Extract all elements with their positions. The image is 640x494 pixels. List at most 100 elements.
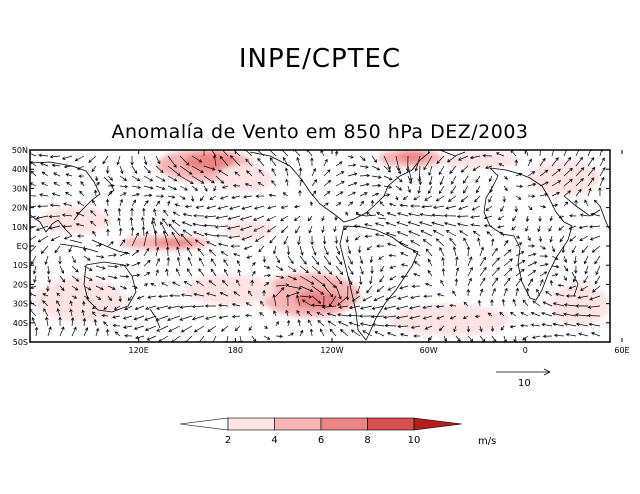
- wind-arrow: [551, 203, 559, 207]
- wind-arrow: [513, 335, 517, 342]
- wind-arrow: [119, 175, 128, 181]
- legend-swatch: [274, 417, 322, 431]
- wind-arrow: [399, 285, 409, 290]
- wind-arrow: [61, 213, 73, 217]
- wind-arrow: [257, 157, 265, 167]
- wind-arrow: [117, 207, 122, 217]
- wind-arrow: [78, 174, 85, 178]
- wind-arrow: [61, 155, 73, 160]
- wind-arrow: [228, 235, 241, 240]
- wind-arrow: [551, 255, 559, 260]
- wind-arrow: [286, 293, 290, 307]
- wind-arrow: [42, 300, 49, 307]
- wind-arrow: [413, 195, 421, 201]
- wind-arrow: [428, 335, 433, 341]
- wind-arrow: [395, 165, 401, 175]
- wind-arrow: [155, 165, 164, 173]
- wind-arrow: [370, 315, 385, 319]
- coast-greenland: [439, 150, 466, 157]
- wind-arrow: [383, 315, 397, 319]
- wind-arrow: [574, 199, 578, 207]
- wind-arrow: [323, 202, 329, 207]
- wind-arrow: [497, 225, 505, 229]
- wind-arrow: [335, 255, 343, 266]
- wind-arrow: [272, 245, 277, 255]
- wind-arrow: [91, 165, 97, 173]
- wind-arrow: [551, 180, 562, 187]
- wind-arrow: [131, 193, 140, 197]
- wind-arrow: [469, 155, 481, 160]
- wind-arrow: [92, 230, 97, 237]
- wind-arrow: [530, 311, 541, 317]
- wind-arrow: [365, 211, 373, 217]
- wind-arrow: [322, 235, 327, 245]
- wind-arrow: [131, 199, 136, 207]
- wind-arrow: [229, 205, 241, 210]
- wind-arrow: [362, 330, 373, 337]
- wind-arrow: [297, 319, 301, 327]
- wind-arrow: [112, 315, 121, 319]
- wind-arrow: [515, 259, 526, 267]
- wind-arrow: [247, 290, 253, 297]
- wind-arrow: [144, 315, 157, 321]
- wind-arrow: [179, 315, 193, 321]
- wind-arrow: [397, 295, 409, 300]
- wind-arrow: [551, 264, 560, 269]
- wind-arrow: [208, 280, 217, 287]
- coast-arabia: [563, 195, 601, 217]
- wind-arrow: [520, 323, 529, 328]
- wind-arrow: [143, 165, 151, 174]
- wind-arrow: [359, 314, 373, 318]
- wind-arrow: [334, 150, 339, 157]
- wind-arrow: [167, 155, 177, 168]
- wind-arrow: [323, 191, 331, 197]
- wind-arrow: [488, 195, 493, 203]
- wind-arrow: [268, 193, 277, 197]
- legend-swatch-over: [413, 417, 463, 431]
- wind-arrow: [94, 175, 99, 182]
- wind-arrow: [151, 220, 157, 237]
- wind-arrow: [152, 217, 157, 227]
- wind-arrow: [320, 150, 325, 157]
- wind-arrow: [48, 214, 61, 219]
- wind-arrow: [198, 268, 205, 277]
- wind-arrow: [35, 225, 49, 231]
- wind-arrow: [119, 184, 129, 189]
- wind-arrow: [105, 198, 110, 207]
- wind-arrow: [345, 235, 350, 244]
- wind-arrow: [175, 268, 181, 277]
- wind-arrow: [509, 324, 517, 329]
- reference-vector-label: 10: [518, 378, 531, 389]
- wind-arrow: [71, 255, 76, 264]
- wind-arrow: [91, 199, 97, 207]
- wind-arrow: [399, 333, 409, 337]
- wind-arrow: [145, 305, 157, 311]
- wind-arrow: [449, 165, 457, 175]
- wind-arrow: [253, 205, 265, 210]
- wind-arrow: [263, 282, 270, 287]
- wind-arrow: [527, 182, 537, 187]
- wind-arrow: [231, 314, 241, 319]
- wind-arrow: [538, 235, 543, 243]
- wind-arrow: [167, 185, 178, 191]
- wind-arrow: [371, 323, 385, 327]
- wind-arrow: [131, 249, 140, 257]
- wind-arrow: [347, 201, 354, 207]
- wind-arrow: [49, 203, 61, 207]
- lat-tick-label: 10N: [12, 223, 28, 232]
- wind-arrow: [503, 277, 511, 287]
- wind-arrow: [271, 180, 277, 187]
- wind-arrow: [306, 310, 313, 317]
- wind-arrow: [297, 235, 301, 246]
- wind-arrow: [385, 295, 397, 301]
- wind-arrow: [490, 299, 494, 307]
- wind-arrow: [171, 231, 181, 247]
- wind-arrow: [327, 320, 337, 327]
- wind-arrow: [311, 255, 320, 266]
- wind-arrow: [311, 245, 317, 256]
- wind-arrow: [583, 275, 589, 284]
- wind-arrow: [237, 268, 241, 277]
- wind-arrow: [101, 313, 109, 318]
- wind-arrow: [199, 195, 205, 202]
- wind-arrow: [31, 255, 37, 265]
